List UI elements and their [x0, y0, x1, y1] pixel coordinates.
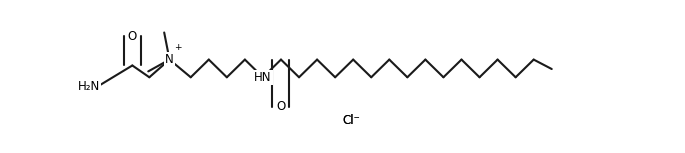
- Text: O: O: [127, 30, 137, 43]
- Text: +: +: [174, 43, 182, 52]
- Text: HN: HN: [254, 71, 272, 84]
- Text: Cl⁻: Cl⁻: [342, 114, 360, 127]
- Text: Cl⁻: Cl⁻: [342, 114, 360, 127]
- Text: H₂N: H₂N: [77, 80, 100, 93]
- Text: O: O: [276, 100, 286, 113]
- Text: N: N: [165, 53, 174, 66]
